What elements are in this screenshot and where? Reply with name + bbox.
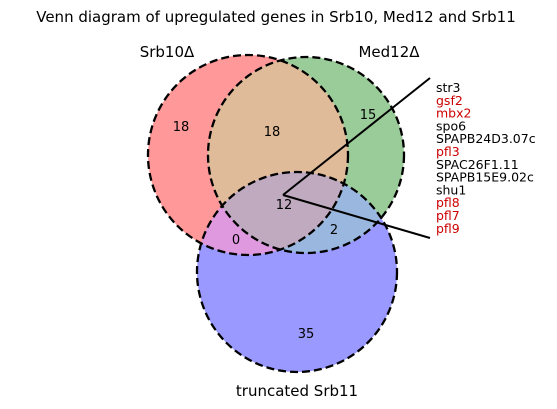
med12-circle-outline — [206, 55, 406, 255]
gene-label: SPAPB24D3.07c — [436, 131, 536, 146]
count-all-three: 12 — [276, 198, 293, 213]
srb11-circle-outline — [195, 170, 399, 374]
gene-label: str3 — [436, 80, 461, 95]
gene-label: pfl8 — [436, 195, 460, 210]
med12-label: Med12Δ — [358, 43, 420, 61]
srb10-label: Srb10Δ — [140, 43, 195, 61]
gene-label: pfl9 — [436, 221, 460, 236]
gene-label: spo6 — [436, 118, 466, 133]
srb11-label: truncated Srb11 — [236, 382, 358, 400]
count-med12-only: 15 — [360, 108, 377, 123]
gene-label: mbx2 — [436, 106, 471, 121]
gene-label: shu1 — [436, 182, 466, 197]
gene-list: str3gsf2mbx2spo6SPAPB24D3.07cpfl3SPAC26F… — [436, 80, 536, 236]
gene-label: SPAC26F1.11 — [436, 157, 519, 172]
chart-title: Venn diagram of upregulated genes in Srb… — [36, 8, 516, 26]
count-srb11-only: 35 — [298, 327, 315, 342]
count-srb10-only: 18 — [173, 120, 190, 135]
gene-label: pfl3 — [436, 144, 460, 159]
count-srb10-med12: 18 — [264, 125, 281, 140]
gene-label: gsf2 — [436, 93, 463, 108]
srb10-circle-outline — [146, 53, 350, 257]
callout-line-upper — [282, 77, 431, 196]
count-srb10-srb11: 0 — [232, 233, 240, 248]
callout-line-lower — [282, 194, 431, 239]
gene-label: SPAPB15E9.02c — [436, 170, 534, 185]
gene-label: pfl7 — [436, 208, 460, 223]
count-med12-srb11: 2 — [330, 223, 338, 238]
